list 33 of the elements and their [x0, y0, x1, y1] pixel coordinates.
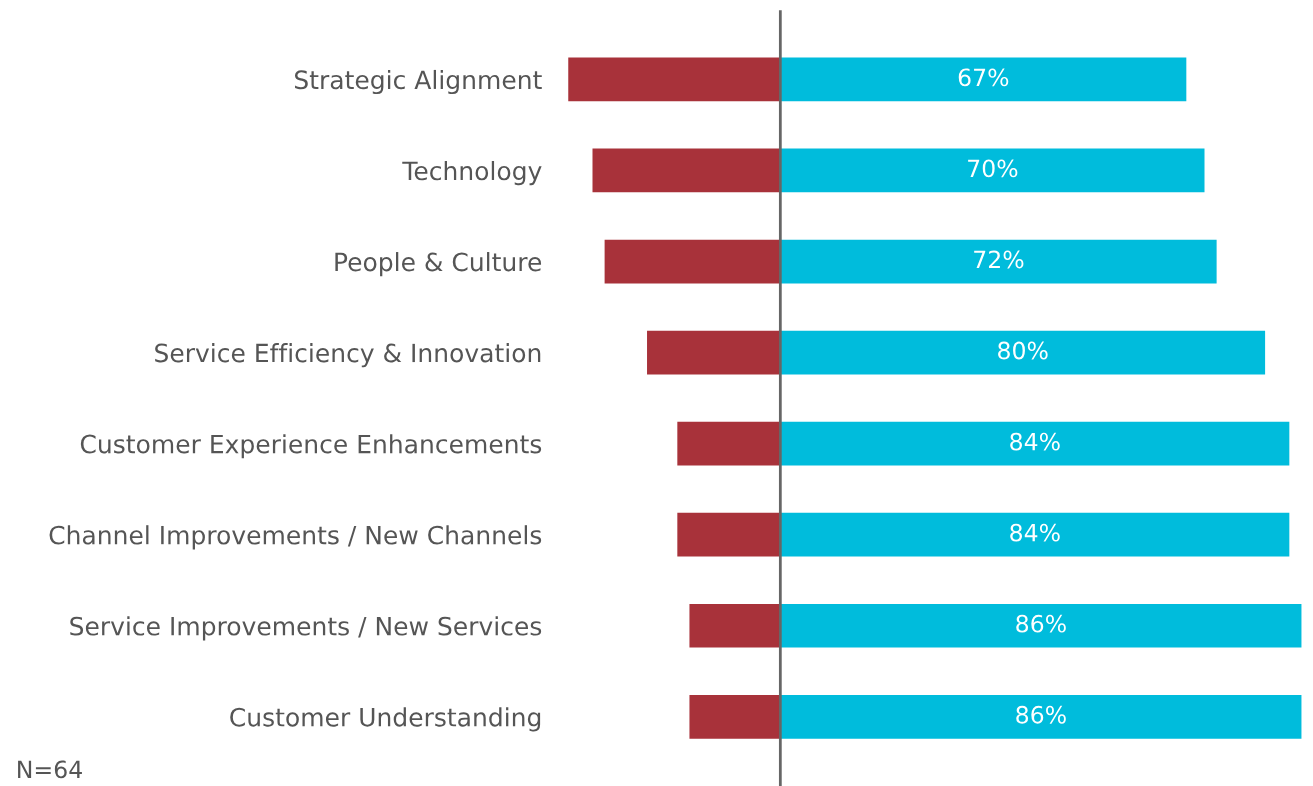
bar: [780, 239, 1217, 284]
bar: [647, 330, 781, 375]
data-label: 86%: [1016, 614, 1066, 633]
data-label: 84%: [1010, 432, 1060, 451]
y-tick-label: Strategic Alignment: [294, 69, 542, 95]
bar: [780, 57, 1187, 102]
y-tick-label: Technology: [402, 160, 542, 186]
y-tick-label: Customer Experience Enhancements: [80, 434, 542, 459]
data-label: 72%: [974, 250, 1024, 269]
bar: [780, 148, 1205, 193]
bar: [592, 148, 781, 193]
bar: [689, 603, 781, 648]
y-tick-label: People & Culture: [335, 252, 542, 277]
y-tick-label: Channel Improvements / New Channels: [49, 525, 542, 550]
data-label: 84%: [1010, 523, 1060, 542]
data-label: 80%: [998, 341, 1048, 360]
bar: [780, 694, 1302, 739]
bar: [677, 512, 781, 557]
text: N=64: [18, 760, 82, 779]
bar: [689, 694, 781, 739]
bar: [780, 603, 1302, 648]
bar: [604, 239, 781, 284]
y-tick-label: Service Efficiency & Innovation: [155, 343, 541, 368]
data-label: 86%: [1016, 705, 1066, 724]
bar: [780, 512, 1290, 557]
y-tick-label: Customer Understanding: [230, 707, 541, 732]
bar: [568, 57, 781, 102]
bar: [677, 421, 781, 466]
y-tick-label: Service Improvements / New Services: [70, 616, 542, 641]
data-label: 70%: [968, 159, 1018, 178]
bar: [780, 421, 1290, 466]
bar: [780, 330, 1266, 375]
data-label: 67%: [958, 68, 1009, 87]
